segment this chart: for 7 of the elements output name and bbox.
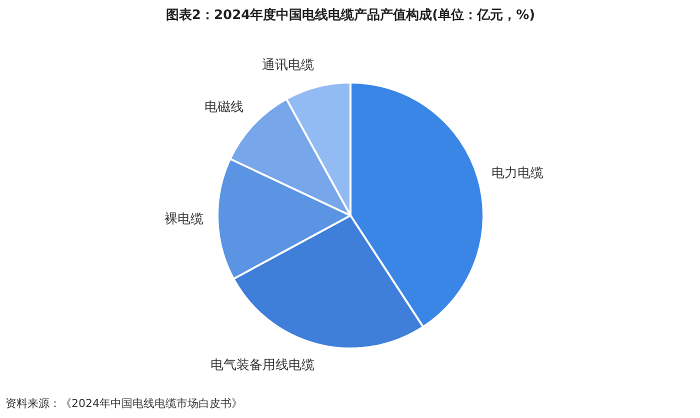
chart-title: 图表2：2024年度中国电线电缆产品产值构成(单位：亿元，%) <box>166 7 536 23</box>
text: 资料来源：《2024年中国电线电缆市场白皮书》 <box>6 397 242 410</box>
slice-label: 电磁线 <box>204 100 244 115</box>
slice-label: 电力电缆 <box>491 166 544 182</box>
slice-label: 电气装备用线电缆 <box>210 358 314 373</box>
slice-label: 裸电缆 <box>164 212 204 228</box>
slice-label: 通讯电缆 <box>262 58 314 74</box>
